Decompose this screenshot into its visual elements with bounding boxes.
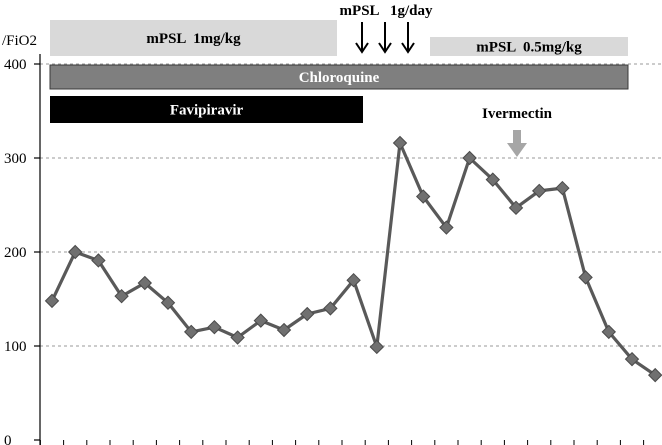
data-point <box>91 253 106 268</box>
data-point <box>439 220 454 235</box>
treatment-label-mpsl-1mg: mPSL 1mg/kg <box>146 31 241 47</box>
data-point <box>44 293 60 309</box>
y-axis: /FiO2 0 100 200 300 400 <box>2 33 41 445</box>
treatment-bars: mPSL 1mg/kg mPSL 0.5mg/kg Chloroquine Fa… <box>49 20 629 123</box>
data-point <box>462 150 477 166</box>
treatment-bar-mpsl-0-5mg <box>430 37 628 56</box>
down-arrowhead-icon <box>355 42 369 54</box>
mpsl-pulse-arrows <box>355 22 415 54</box>
x-axis-ticks <box>39 440 645 445</box>
data-point <box>601 324 617 340</box>
data-point <box>624 351 640 367</box>
data-point <box>253 313 269 328</box>
treatment-bar-chloroquine <box>49 64 629 90</box>
data-point <box>578 270 593 285</box>
series-pf-ratio <box>44 135 662 383</box>
gridlines <box>40 63 662 347</box>
y-tick-label: 0 <box>4 433 12 445</box>
y-tick-label: 200 <box>4 245 27 261</box>
data-point <box>67 244 83 260</box>
ivermectin-arrow-head <box>507 143 527 157</box>
treatment-label-favipiravir: Favipiravir <box>170 103 244 119</box>
ivermectin-arrow-shaft <box>513 130 521 144</box>
down-arrowhead-icon <box>378 42 392 54</box>
data-point <box>531 183 547 199</box>
annotation-mpsl-pulse: mPSL 1g/day <box>340 3 433 19</box>
annotation-ivermectin: Ivermectin <box>482 106 553 122</box>
data-point <box>392 135 408 151</box>
data-point <box>160 295 176 310</box>
y-tick-label: 100 <box>4 339 27 355</box>
down-arrowhead-icon <box>401 42 415 54</box>
data-point <box>137 275 153 291</box>
ivermectin-arrow-icon <box>507 130 527 157</box>
treatment-bar-favipiravir <box>50 96 363 123</box>
data-point <box>276 322 292 338</box>
data-point <box>230 330 245 345</box>
y-axis-label: /FiO2 <box>2 33 37 49</box>
series-line <box>50 141 657 377</box>
treatment-bar-mpsl-1mg <box>50 20 337 56</box>
data-point <box>647 367 662 383</box>
data-point <box>415 189 431 204</box>
data-point <box>183 324 199 340</box>
y-tick-label: 400 <box>4 57 27 73</box>
data-point <box>346 272 361 288</box>
treatment-label-mpsl-0-5mg: mPSL 0.5mg/kg <box>476 40 582 56</box>
annotations: mPSL 1g/day Ivermectin <box>340 3 553 157</box>
treatment-label-chloroquine: Chloroquine <box>299 70 380 86</box>
data-point <box>299 306 315 322</box>
data-point <box>323 301 338 316</box>
data-point <box>369 339 385 355</box>
data-point <box>555 180 570 196</box>
data-point <box>485 172 501 187</box>
data-point <box>114 288 129 304</box>
y-tick-label: 300 <box>4 151 27 167</box>
data-point <box>508 200 524 216</box>
data-point <box>207 319 222 335</box>
